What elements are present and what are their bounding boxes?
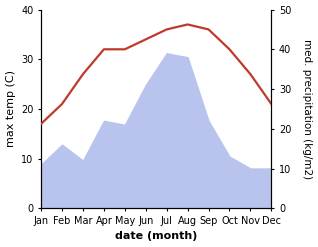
Y-axis label: med. precipitation (kg/m2): med. precipitation (kg/m2): [302, 39, 313, 179]
X-axis label: date (month): date (month): [115, 231, 197, 242]
Y-axis label: max temp (C): max temp (C): [5, 70, 16, 147]
